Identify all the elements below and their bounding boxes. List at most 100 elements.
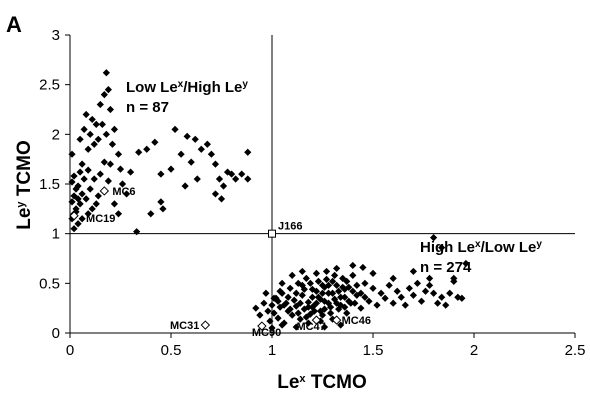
data-point — [133, 228, 141, 236]
data-point — [80, 125, 88, 133]
data-point — [302, 274, 310, 282]
data-point — [357, 304, 365, 312]
data-point — [262, 289, 270, 297]
data-point — [74, 195, 82, 203]
point-label-mc46: MC46 — [342, 315, 371, 327]
data-point — [114, 210, 123, 218]
data-point — [345, 283, 353, 291]
data-point — [324, 289, 333, 297]
data-point — [306, 279, 314, 287]
data-point — [110, 125, 119, 133]
point-label-mc90: MC90 — [252, 327, 281, 339]
highlight-point-mc47 — [311, 315, 322, 325]
data-point — [310, 301, 319, 309]
data-point — [68, 178, 76, 186]
data-point — [74, 220, 82, 228]
data-point — [351, 299, 359, 307]
data-point — [217, 195, 226, 203]
region-count-lower-right: n = 274 — [420, 259, 472, 276]
data-point — [238, 170, 246, 178]
highlight-point-mc31 — [200, 320, 211, 330]
data-point — [260, 299, 268, 307]
data-point — [203, 140, 211, 148]
data-point — [96, 100, 104, 109]
data-point — [268, 301, 276, 309]
data-point — [288, 271, 296, 279]
data-point — [329, 277, 337, 285]
data-point — [122, 190, 131, 198]
data-point — [413, 279, 422, 287]
data-point — [211, 190, 220, 198]
data-point — [278, 321, 286, 329]
data-point — [430, 289, 438, 297]
data-point — [86, 130, 94, 138]
data-point — [353, 291, 361, 299]
data-point — [353, 281, 361, 289]
data-point — [409, 291, 417, 299]
data-point — [290, 296, 298, 304]
data-point — [76, 168, 84, 176]
region-count-upper-left: n = 87 — [126, 99, 169, 116]
data-point — [104, 86, 112, 94]
data-point — [345, 297, 353, 305]
data-point — [127, 168, 135, 176]
y-tick-label: 1.5 — [39, 176, 60, 193]
data-point — [425, 274, 434, 282]
y-tick-label: 3 — [52, 27, 60, 44]
data-point — [438, 243, 446, 252]
data-point — [335, 287, 343, 295]
data-point — [110, 200, 119, 208]
region-label-upper-left: Low Lex/High Ley — [126, 79, 248, 97]
data-point — [274, 314, 282, 322]
data-point — [157, 170, 165, 178]
x-tick-label: 2.5 — [565, 342, 586, 359]
data-points — [68, 69, 470, 332]
data-point — [320, 283, 329, 291]
y-axis-ticks: 0 0.5 1 1.5 2 2.5 3 — [39, 27, 70, 342]
data-point — [292, 323, 300, 331]
data-point — [187, 158, 195, 166]
y-tick-label: 2.5 — [39, 77, 60, 94]
data-point — [100, 91, 108, 99]
highlight-point-mc90 — [257, 321, 267, 331]
data-point — [417, 297, 426, 305]
data-point — [314, 277, 323, 285]
y-tick-label: 2 — [52, 126, 60, 143]
data-point — [106, 105, 114, 114]
data-point — [264, 307, 272, 315]
data-point — [349, 287, 357, 295]
data-point — [68, 150, 76, 158]
point-label-j166: J166 — [278, 221, 302, 233]
data-point — [270, 294, 278, 302]
data-point — [314, 293, 323, 301]
data-point — [324, 281, 333, 289]
data-point — [369, 269, 377, 277]
data-point — [333, 264, 341, 273]
data-point — [312, 269, 321, 277]
data-point — [308, 293, 316, 301]
point-label-mc31: MC31 — [170, 320, 199, 332]
data-point — [359, 263, 367, 272]
x-tick-label: 0 — [66, 342, 74, 359]
data-point — [280, 301, 288, 309]
data-point — [296, 315, 304, 323]
data-point — [329, 315, 337, 323]
data-point — [316, 295, 325, 303]
data-point — [102, 69, 110, 77]
data-point — [266, 317, 274, 325]
data-point — [304, 319, 312, 327]
data-point — [341, 303, 349, 311]
data-point — [312, 287, 321, 295]
region-label-lower-right: High Lex/Low Ley — [420, 239, 542, 257]
data-point — [438, 293, 446, 301]
data-point — [207, 150, 215, 158]
data-point — [193, 175, 201, 183]
data-point — [349, 261, 357, 270]
data-point — [171, 125, 179, 133]
data-point — [304, 303, 312, 311]
data-point — [365, 297, 373, 305]
data-point — [373, 301, 381, 309]
data-point — [143, 145, 151, 153]
data-point — [84, 145, 92, 153]
